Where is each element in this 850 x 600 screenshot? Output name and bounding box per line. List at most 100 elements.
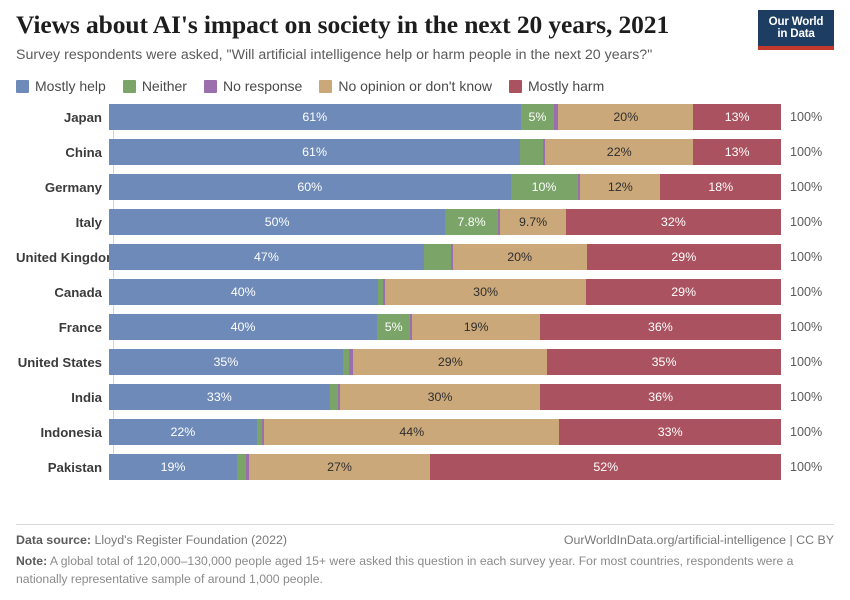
bar-segment[interactable]: 20%	[452, 244, 587, 271]
bar-segment[interactable]: 29%	[586, 279, 781, 306]
bar-row[interactable]: China 61% 22% 13% 100%	[16, 139, 834, 166]
bar-segment[interactable]	[246, 454, 249, 481]
bar-segment[interactable]: 40%	[109, 279, 378, 306]
bar-row[interactable]: United Kingdom 47% 20% 29% 100%	[16, 244, 834, 271]
bar-segment[interactable]	[577, 174, 581, 201]
stacked-bar[interactable]: 50% 7.8% 9.7% 32%	[109, 209, 781, 236]
bar-segment[interactable]	[262, 419, 265, 446]
bar-segment[interactable]: 7.8%	[445, 209, 498, 236]
bar-segment[interactable]	[256, 419, 263, 446]
bar-segment[interactable]	[450, 244, 453, 271]
stacked-bar[interactable]: 61% 5% 20% 13%	[109, 104, 781, 131]
bar-segment[interactable]: 5%	[520, 104, 555, 131]
bar-segment[interactable]: 29%	[353, 349, 548, 376]
bar-segment[interactable]	[342, 349, 349, 376]
bar-segment[interactable]: 35%	[547, 349, 781, 376]
bar-row-total: 100%	[790, 250, 823, 265]
bar-segment[interactable]: 33%	[559, 419, 781, 446]
bar-rows: Japan 61% 5% 20% 13% 100% China 61% 22% 13% 100% Ge…	[16, 104, 834, 481]
stacked-bar[interactable]: 19% 27% 52%	[109, 454, 781, 481]
stacked-bar[interactable]: 40% 5% 19% 36%	[109, 314, 781, 341]
bar-segment[interactable]	[554, 104, 559, 131]
bar-segment[interactable]: 27%	[248, 454, 431, 481]
stacked-bar[interactable]: 40% 30% 29%	[109, 279, 781, 306]
bar-segment[interactable]: 44%	[264, 419, 560, 446]
legend-swatch-icon	[319, 79, 333, 93]
bar-segment[interactable]: 18%	[660, 174, 781, 201]
bar-segment[interactable]: 61%	[109, 139, 521, 166]
bar-segment[interactable]: 10%	[510, 174, 578, 201]
bar-segment[interactable]: 19%	[412, 314, 540, 341]
bar-segment-value: 9.7%	[518, 215, 548, 230]
bar-segment[interactable]	[237, 454, 247, 481]
bar-row[interactable]: India 33% 30% 36% 100%	[16, 384, 834, 411]
stacked-bar[interactable]: 35% 29% 35%	[109, 349, 781, 376]
bar-segment-value: 50%	[264, 215, 290, 230]
bar-row[interactable]: Indonesia 22% 44% 33% 100%	[16, 419, 834, 446]
stacked-bar[interactable]: 33% 30% 36%	[109, 384, 781, 411]
bar-segment[interactable]: 9.7%	[500, 209, 566, 236]
bar-segment[interactable]: 20%	[558, 104, 694, 131]
bar-segment[interactable]: 22%	[545, 139, 694, 166]
bar-segment[interactable]: 19%	[109, 454, 238, 481]
bar-segment[interactable]: 50%	[109, 209, 446, 236]
stacked-bar[interactable]: 60% 10% 12% 18%	[109, 174, 781, 201]
bar-row[interactable]: United States 35% 29% 35% 100%	[16, 349, 834, 376]
bar-segment[interactable]	[423, 244, 451, 271]
legend-item-no-opinion-or-don-t-know[interactable]: No opinion or don't know	[319, 78, 492, 94]
bar-segment-value: 60%	[297, 180, 323, 195]
our-world-in-data-logo[interactable]: Our World in Data	[758, 10, 834, 50]
bar-segment-value: 33%	[206, 390, 232, 405]
bar-segment[interactable]	[377, 279, 383, 306]
bar-segment[interactable]: 30%	[339, 384, 541, 411]
bar-row-label: France	[58, 319, 102, 335]
bar-row[interactable]: France 40% 5% 19% 36% 100%	[16, 314, 834, 341]
attribution-link[interactable]: OurWorldInData.org/artificial-intelligen…	[563, 533, 834, 548]
bar-row[interactable]: Italy 50% 7.8% 9.7% 32% 100%	[16, 209, 834, 236]
stacked-bar[interactable]: 22% 44% 33%	[109, 419, 781, 446]
bar-segment[interactable]: 36%	[539, 314, 781, 341]
bar-row-label: Italy	[75, 214, 102, 230]
bar-segment[interactable]: 13%	[693, 139, 781, 166]
bar-segment[interactable]	[337, 384, 340, 411]
bar-row-total: 100%	[790, 285, 823, 300]
bar-segment[interactable]: 33%	[109, 384, 330, 411]
bar-segment[interactable]	[497, 209, 501, 236]
legend-item-mostly-help[interactable]: Mostly help	[16, 78, 106, 94]
bar-segment[interactable]: 32%	[565, 209, 781, 236]
bar-segment[interactable]: 12%	[580, 174, 661, 201]
bar-segment[interactable]	[543, 139, 546, 166]
page-title: Views about AI's impact on society in th…	[16, 10, 670, 39]
data-source-value: Lloyd's Register Foundation (2022)	[94, 533, 287, 548]
bar-segment[interactable]: 61%	[109, 104, 521, 131]
bar-segment[interactable]	[329, 384, 338, 411]
legend-item-mostly-harm[interactable]: Mostly harm	[509, 78, 604, 94]
bar-segment[interactable]: 40%	[109, 314, 377, 341]
bar-segment-value: 13%	[724, 145, 750, 160]
bar-segment[interactable]: 13%	[693, 104, 781, 131]
bar-segment[interactable]: 30%	[384, 279, 587, 306]
bar-segment[interactable]	[410, 314, 413, 341]
bar-row[interactable]: Japan 61% 5% 20% 13% 100%	[16, 104, 834, 131]
bar-row[interactable]: Germany 60% 10% 12% 18% 100%	[16, 174, 834, 201]
bar-segment[interactable]	[348, 349, 354, 376]
bar-segment[interactable]: 5%	[376, 314, 411, 341]
stacked-bar[interactable]: 47% 20% 29%	[109, 244, 781, 271]
bar-segment[interactable]: 52%	[430, 454, 781, 481]
stacked-bar[interactable]: 61% 22% 13%	[109, 139, 781, 166]
bar-segment[interactable]: 47%	[109, 244, 424, 271]
bar-segment[interactable]	[520, 139, 544, 166]
bar-segment-value: 30%	[427, 390, 453, 405]
bar-segment[interactable]: 22%	[109, 419, 257, 446]
bar-segment[interactable]: 60%	[109, 174, 511, 201]
legend-item-neither[interactable]: Neither	[122, 78, 187, 94]
bar-row[interactable]: Canada 40% 30% 29% 100%	[16, 279, 834, 306]
logo-line-2: in Data	[777, 27, 815, 40]
bar-row-label: India	[71, 389, 102, 405]
bar-segment[interactable]: 36%	[540, 384, 781, 411]
bar-segment[interactable]: 35%	[109, 349, 343, 376]
bar-segment[interactable]: 29%	[586, 244, 781, 271]
bar-segment[interactable]	[382, 279, 385, 306]
legend-item-no-response[interactable]: No response	[203, 78, 302, 94]
bar-row[interactable]: Pakistan 19% 27% 52% 100%	[16, 454, 834, 481]
